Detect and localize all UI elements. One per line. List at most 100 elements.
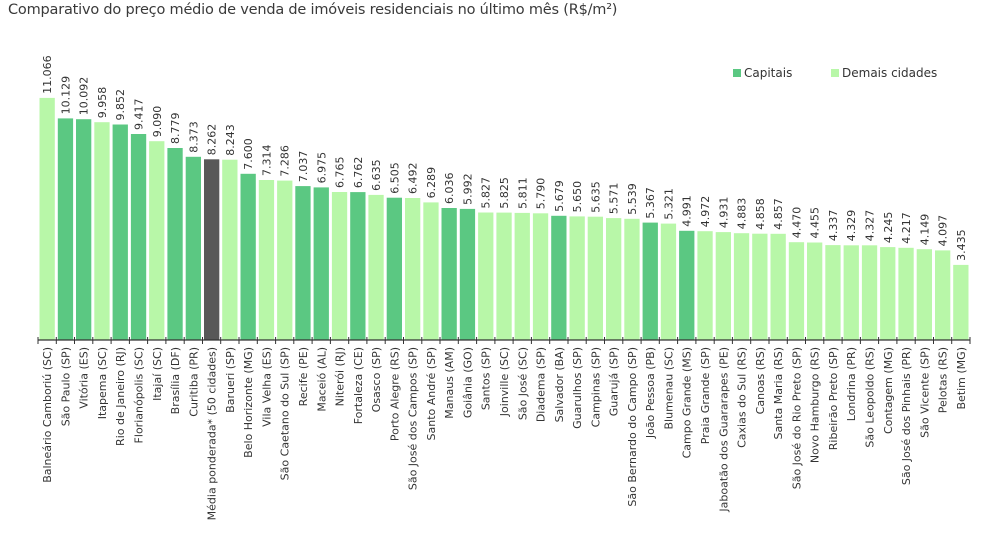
category-label: Florianópolis (SC)	[133, 347, 146, 443]
value-label: 7.286	[279, 145, 292, 177]
value-label: 4.097	[937, 215, 950, 247]
category-label: Campo Grande (MS)	[681, 347, 694, 458]
value-label: 7.314	[260, 145, 273, 177]
bar	[624, 218, 640, 340]
category-label: Itapema (SC)	[96, 347, 109, 419]
bar	[606, 218, 622, 340]
bar	[587, 216, 603, 340]
category-label: Rio de Janeiro (RJ)	[114, 347, 127, 446]
bar	[935, 250, 951, 340]
category-label: Barueri (SP)	[224, 347, 237, 413]
bar	[185, 156, 201, 340]
category-label: Média ponderada* (50 cidades)	[206, 347, 219, 520]
bar	[423, 202, 439, 340]
category-label: Vila Velha (ES)	[260, 347, 273, 427]
bar	[204, 159, 220, 340]
category-label: Vitória (ES)	[78, 347, 91, 409]
category-label: São Leopoldo (RS)	[864, 347, 877, 448]
value-label: 4.883	[736, 198, 749, 230]
bar	[441, 208, 457, 340]
legend-label-demais-cidades: Demais cidades	[842, 66, 938, 80]
bar	[57, 118, 74, 341]
bar	[240, 173, 256, 341]
value-label: 6.762	[352, 157, 365, 189]
value-label: 5.635	[589, 181, 602, 213]
bar	[277, 180, 293, 340]
value-label: 9.852	[114, 89, 127, 121]
bar	[788, 242, 805, 340]
value-label: 4.329	[845, 210, 858, 242]
value-label: 4.858	[754, 198, 767, 230]
chart-title: Comparativo do preço médio de venda de i…	[8, 2, 618, 18]
category-label: Guarujá (SP)	[608, 347, 621, 416]
bar	[660, 223, 677, 340]
value-label: 5.571	[608, 183, 621, 215]
bar	[350, 192, 366, 340]
category-label: Niterói (RJ)	[334, 347, 347, 406]
bar	[569, 216, 585, 340]
bar	[679, 230, 695, 340]
value-label: 5.650	[571, 181, 584, 213]
value-label: 4.327	[864, 210, 877, 242]
bar	[459, 208, 476, 340]
value-label: 4.972	[699, 196, 712, 228]
bar	[149, 141, 165, 340]
bar	[843, 245, 859, 340]
category-label: Campinas (SP)	[589, 347, 602, 427]
value-label: 10.092	[78, 77, 91, 116]
value-label: 4.149	[918, 214, 931, 246]
category-label: São Caetano do Sul (SP)	[279, 347, 292, 480]
category-label: Praia Grande (SP)	[699, 347, 712, 444]
value-label: 5.367	[644, 187, 657, 219]
category-label: Jaboatão dos Guararapes (PE)	[717, 347, 730, 513]
bar	[386, 197, 402, 340]
category-label: São José do Rio Preto (SP)	[790, 347, 803, 489]
bar	[112, 124, 128, 340]
value-label: 4.245	[882, 212, 895, 244]
category-label: Maceió (AL)	[315, 347, 328, 412]
bar	[76, 119, 92, 340]
category-label: Itajaí (SC)	[151, 347, 164, 401]
bar	[514, 212, 530, 340]
legend-item-capitais: Capitais	[733, 66, 792, 80]
category-label: Manaus (AM)	[443, 347, 456, 419]
category-label: Salvador (BA)	[553, 347, 566, 422]
value-label: 8.262	[206, 124, 219, 156]
value-label: 7.600	[242, 138, 255, 170]
value-label: 4.217	[900, 212, 913, 244]
category-label: Santo André (SP)	[425, 347, 438, 440]
category-label: São José (SC)	[516, 347, 529, 420]
value-label: 6.975	[315, 152, 328, 184]
bar	[331, 192, 348, 340]
value-label: 9.417	[133, 99, 146, 131]
value-label: 5.790	[535, 178, 548, 210]
value-label: 5.992	[462, 173, 475, 205]
value-label: 10.129	[59, 76, 72, 115]
value-label: 8.779	[169, 113, 182, 145]
value-label: 9.090	[151, 106, 164, 138]
bar	[222, 159, 238, 340]
value-label: 7.037	[297, 151, 310, 183]
category-label: Porto Alegre (RS)	[388, 347, 401, 441]
category-label: João Pessoa (PB)	[644, 347, 657, 439]
category-label: Curitiba (PR)	[187, 347, 200, 417]
value-label: 5.811	[516, 177, 529, 209]
bar	[167, 148, 183, 340]
value-label: 5.679	[553, 180, 566, 212]
legend-label-capitais: Capitais	[744, 66, 793, 80]
category-label: Contagem (MG)	[882, 347, 895, 434]
bar	[825, 245, 841, 340]
legend-swatch-demais-cidades	[831, 69, 839, 77]
value-label: 4.470	[790, 207, 803, 239]
category-label: Belo Horizonte (MG)	[242, 347, 255, 458]
bar	[405, 198, 421, 340]
category-label: Fortaleza (CE)	[352, 347, 365, 424]
category-label: Goiânia (GO)	[462, 347, 475, 418]
category-label: São José dos Campos (SP)	[407, 347, 420, 490]
value-label: 6.036	[443, 173, 456, 205]
value-label: 6.505	[388, 162, 401, 194]
value-label: 6.492	[407, 163, 420, 195]
bar	[551, 215, 567, 340]
bar	[130, 134, 147, 340]
value-label: 11.066	[41, 55, 54, 94]
